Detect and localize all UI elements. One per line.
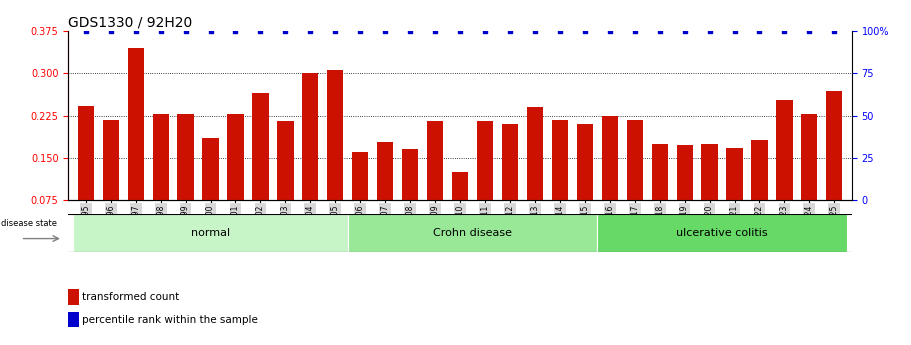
Bar: [598, 214, 847, 252]
Point: [253, 28, 268, 34]
Point: [553, 28, 568, 34]
Point: [378, 28, 393, 34]
Bar: [452, 172, 468, 242]
Point: [777, 28, 792, 34]
Point: [602, 28, 617, 34]
Point: [328, 28, 343, 34]
Text: disease state: disease state: [2, 219, 57, 228]
Text: percentile rank within the sample: percentile rank within the sample: [82, 315, 259, 325]
Point: [752, 28, 767, 34]
Point: [578, 28, 592, 34]
Point: [503, 28, 517, 34]
Bar: [202, 138, 219, 242]
Text: ulcerative colitis: ulcerative colitis: [676, 228, 768, 238]
Point: [128, 28, 143, 34]
Point: [278, 28, 292, 34]
Point: [153, 28, 168, 34]
Point: [453, 28, 467, 34]
Bar: [68, 312, 78, 327]
Point: [827, 28, 842, 34]
Bar: [677, 146, 692, 242]
Bar: [152, 114, 169, 242]
Text: Crohn disease: Crohn disease: [433, 228, 512, 238]
Point: [428, 28, 443, 34]
Bar: [502, 124, 518, 242]
Bar: [776, 100, 793, 242]
Point: [628, 28, 642, 34]
Bar: [178, 114, 194, 242]
Point: [179, 28, 193, 34]
Bar: [68, 289, 78, 305]
Bar: [327, 70, 343, 242]
Bar: [627, 119, 643, 242]
Point: [203, 28, 218, 34]
Point: [229, 28, 243, 34]
Bar: [726, 148, 742, 242]
Point: [677, 28, 691, 34]
Bar: [277, 121, 293, 242]
Point: [527, 28, 542, 34]
Point: [403, 28, 417, 34]
Bar: [103, 119, 118, 242]
Bar: [651, 144, 668, 242]
Bar: [752, 140, 768, 242]
Bar: [73, 214, 348, 252]
Bar: [577, 124, 593, 242]
Point: [702, 28, 717, 34]
Point: [104, 28, 118, 34]
Bar: [353, 152, 368, 242]
Bar: [427, 121, 444, 242]
Point: [802, 28, 816, 34]
Bar: [701, 144, 718, 242]
Bar: [826, 91, 843, 242]
Bar: [476, 121, 493, 242]
Text: GDS1330 / 92H20: GDS1330 / 92H20: [68, 16, 192, 30]
Bar: [377, 142, 394, 242]
Bar: [552, 119, 568, 242]
Point: [477, 28, 492, 34]
Point: [303, 28, 318, 34]
Bar: [802, 114, 817, 242]
Point: [78, 28, 93, 34]
Bar: [527, 107, 543, 242]
Bar: [348, 214, 598, 252]
Bar: [77, 106, 94, 242]
Bar: [402, 149, 418, 242]
Point: [652, 28, 667, 34]
Point: [353, 28, 367, 34]
Point: [727, 28, 742, 34]
Text: normal: normal: [191, 228, 230, 238]
Bar: [228, 114, 243, 242]
Bar: [252, 93, 269, 242]
Bar: [302, 73, 319, 242]
Text: transformed count: transformed count: [82, 292, 179, 302]
Bar: [128, 48, 144, 242]
Bar: [601, 116, 618, 242]
